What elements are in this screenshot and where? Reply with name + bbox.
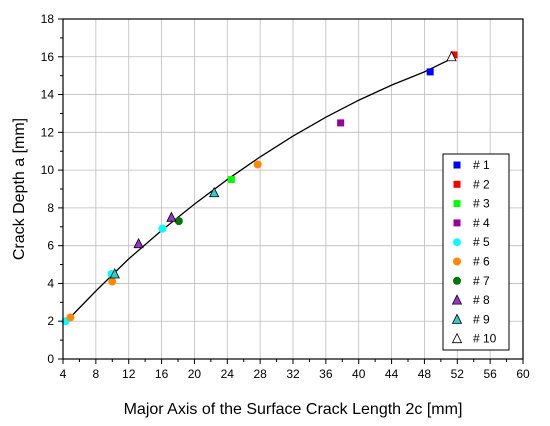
legend-label: # 6 xyxy=(473,255,490,269)
x-tick-label: 16 xyxy=(155,367,169,381)
legend-item: # 8 xyxy=(451,293,490,307)
data-point xyxy=(133,237,144,249)
axis-ticks: 4 8 12 16 20 24 28 32 36 40 44 48 52 56 60024681012141… xyxy=(41,12,530,381)
legend-label: # 2 xyxy=(473,177,490,191)
y-tick-label: 0 xyxy=(47,352,54,366)
legend-label: # 4 xyxy=(473,216,490,230)
legend-item: # 6 xyxy=(453,255,490,269)
y-tick-label: 6 xyxy=(47,239,54,253)
legend-label: # 1 xyxy=(473,158,490,172)
legend-item: # 10 xyxy=(451,332,497,346)
legend: # 1 # 2 # 3 # 4 # 5 # 6 # 7 # 8 # 9 # 10 xyxy=(442,153,510,351)
data-point xyxy=(227,176,235,184)
x-tick-label: 52 xyxy=(451,367,465,381)
data-point xyxy=(174,217,183,226)
x-axis-title: Major Axis of the Surface Crack Length 2… xyxy=(124,401,463,418)
x-tick-label: 12 xyxy=(122,367,136,381)
x-tick-label: 4 xyxy=(60,367,67,381)
x-tick-label: 20 xyxy=(188,367,202,381)
legend-marker xyxy=(451,313,463,324)
data-point xyxy=(66,313,75,322)
x-tick-label: 28 xyxy=(253,367,267,381)
x-tick-label: 36 xyxy=(319,367,333,381)
legend-item: # 4 xyxy=(453,216,490,230)
y-tick-label: 18 xyxy=(41,12,55,26)
y-tick-label: 2 xyxy=(47,314,54,328)
data-point xyxy=(108,277,117,286)
legend-label: # 10 xyxy=(473,332,497,346)
legend-item: # 9 xyxy=(451,312,490,326)
legend-marker xyxy=(453,276,461,285)
y-tick-label: 8 xyxy=(47,201,54,215)
legend-item: # 2 xyxy=(453,177,490,191)
y-tick-label: 12 xyxy=(41,125,55,139)
y-tick-label: 14 xyxy=(41,88,55,102)
legend-marker xyxy=(453,257,461,266)
legend-marker xyxy=(453,200,461,208)
x-tick-label: 44 xyxy=(385,367,399,381)
legend-marker xyxy=(451,294,463,305)
legend-item: # 3 xyxy=(453,197,490,211)
y-tick-label: 10 xyxy=(41,163,55,177)
fit-curve xyxy=(64,58,452,324)
legend-marker xyxy=(453,238,461,247)
legend-label: # 5 xyxy=(473,235,490,249)
legend-item: # 5 xyxy=(453,235,490,249)
data-point xyxy=(426,68,434,76)
x-tick-label: 56 xyxy=(483,367,497,381)
data-point xyxy=(166,211,177,222)
fit-curve-layer xyxy=(64,58,452,324)
data-point xyxy=(109,268,120,279)
x-tick-label: 8 xyxy=(93,367,100,381)
legend-label: # 7 xyxy=(473,274,490,288)
data-point xyxy=(450,51,458,59)
x-tick-label: 32 xyxy=(286,367,300,381)
legend-marker xyxy=(453,219,461,227)
data-points-layer xyxy=(61,50,458,326)
legend-label: # 9 xyxy=(473,312,490,326)
legend-marker xyxy=(451,332,463,344)
y-axis-title: Crack Depth a [mm] xyxy=(11,118,28,260)
x-tick-label: 48 xyxy=(418,367,432,381)
legend-label: # 3 xyxy=(473,197,490,211)
data-point xyxy=(208,186,220,198)
data-point xyxy=(446,50,457,62)
legend-label: # 8 xyxy=(473,293,490,307)
legend-marker xyxy=(453,161,461,169)
x-tick-label: 60 xyxy=(516,367,530,381)
data-point xyxy=(158,224,167,233)
x-tick-label: 40 xyxy=(352,367,366,381)
x-tick-label: 24 xyxy=(221,367,235,381)
legend-item: # 7 xyxy=(453,274,490,288)
y-tick-label: 4 xyxy=(47,276,54,290)
legend-item: # 1 xyxy=(453,158,490,172)
data-point xyxy=(253,160,262,169)
legend-marker xyxy=(453,180,461,188)
y-tick-label: 16 xyxy=(41,50,55,64)
data-point xyxy=(337,119,345,127)
